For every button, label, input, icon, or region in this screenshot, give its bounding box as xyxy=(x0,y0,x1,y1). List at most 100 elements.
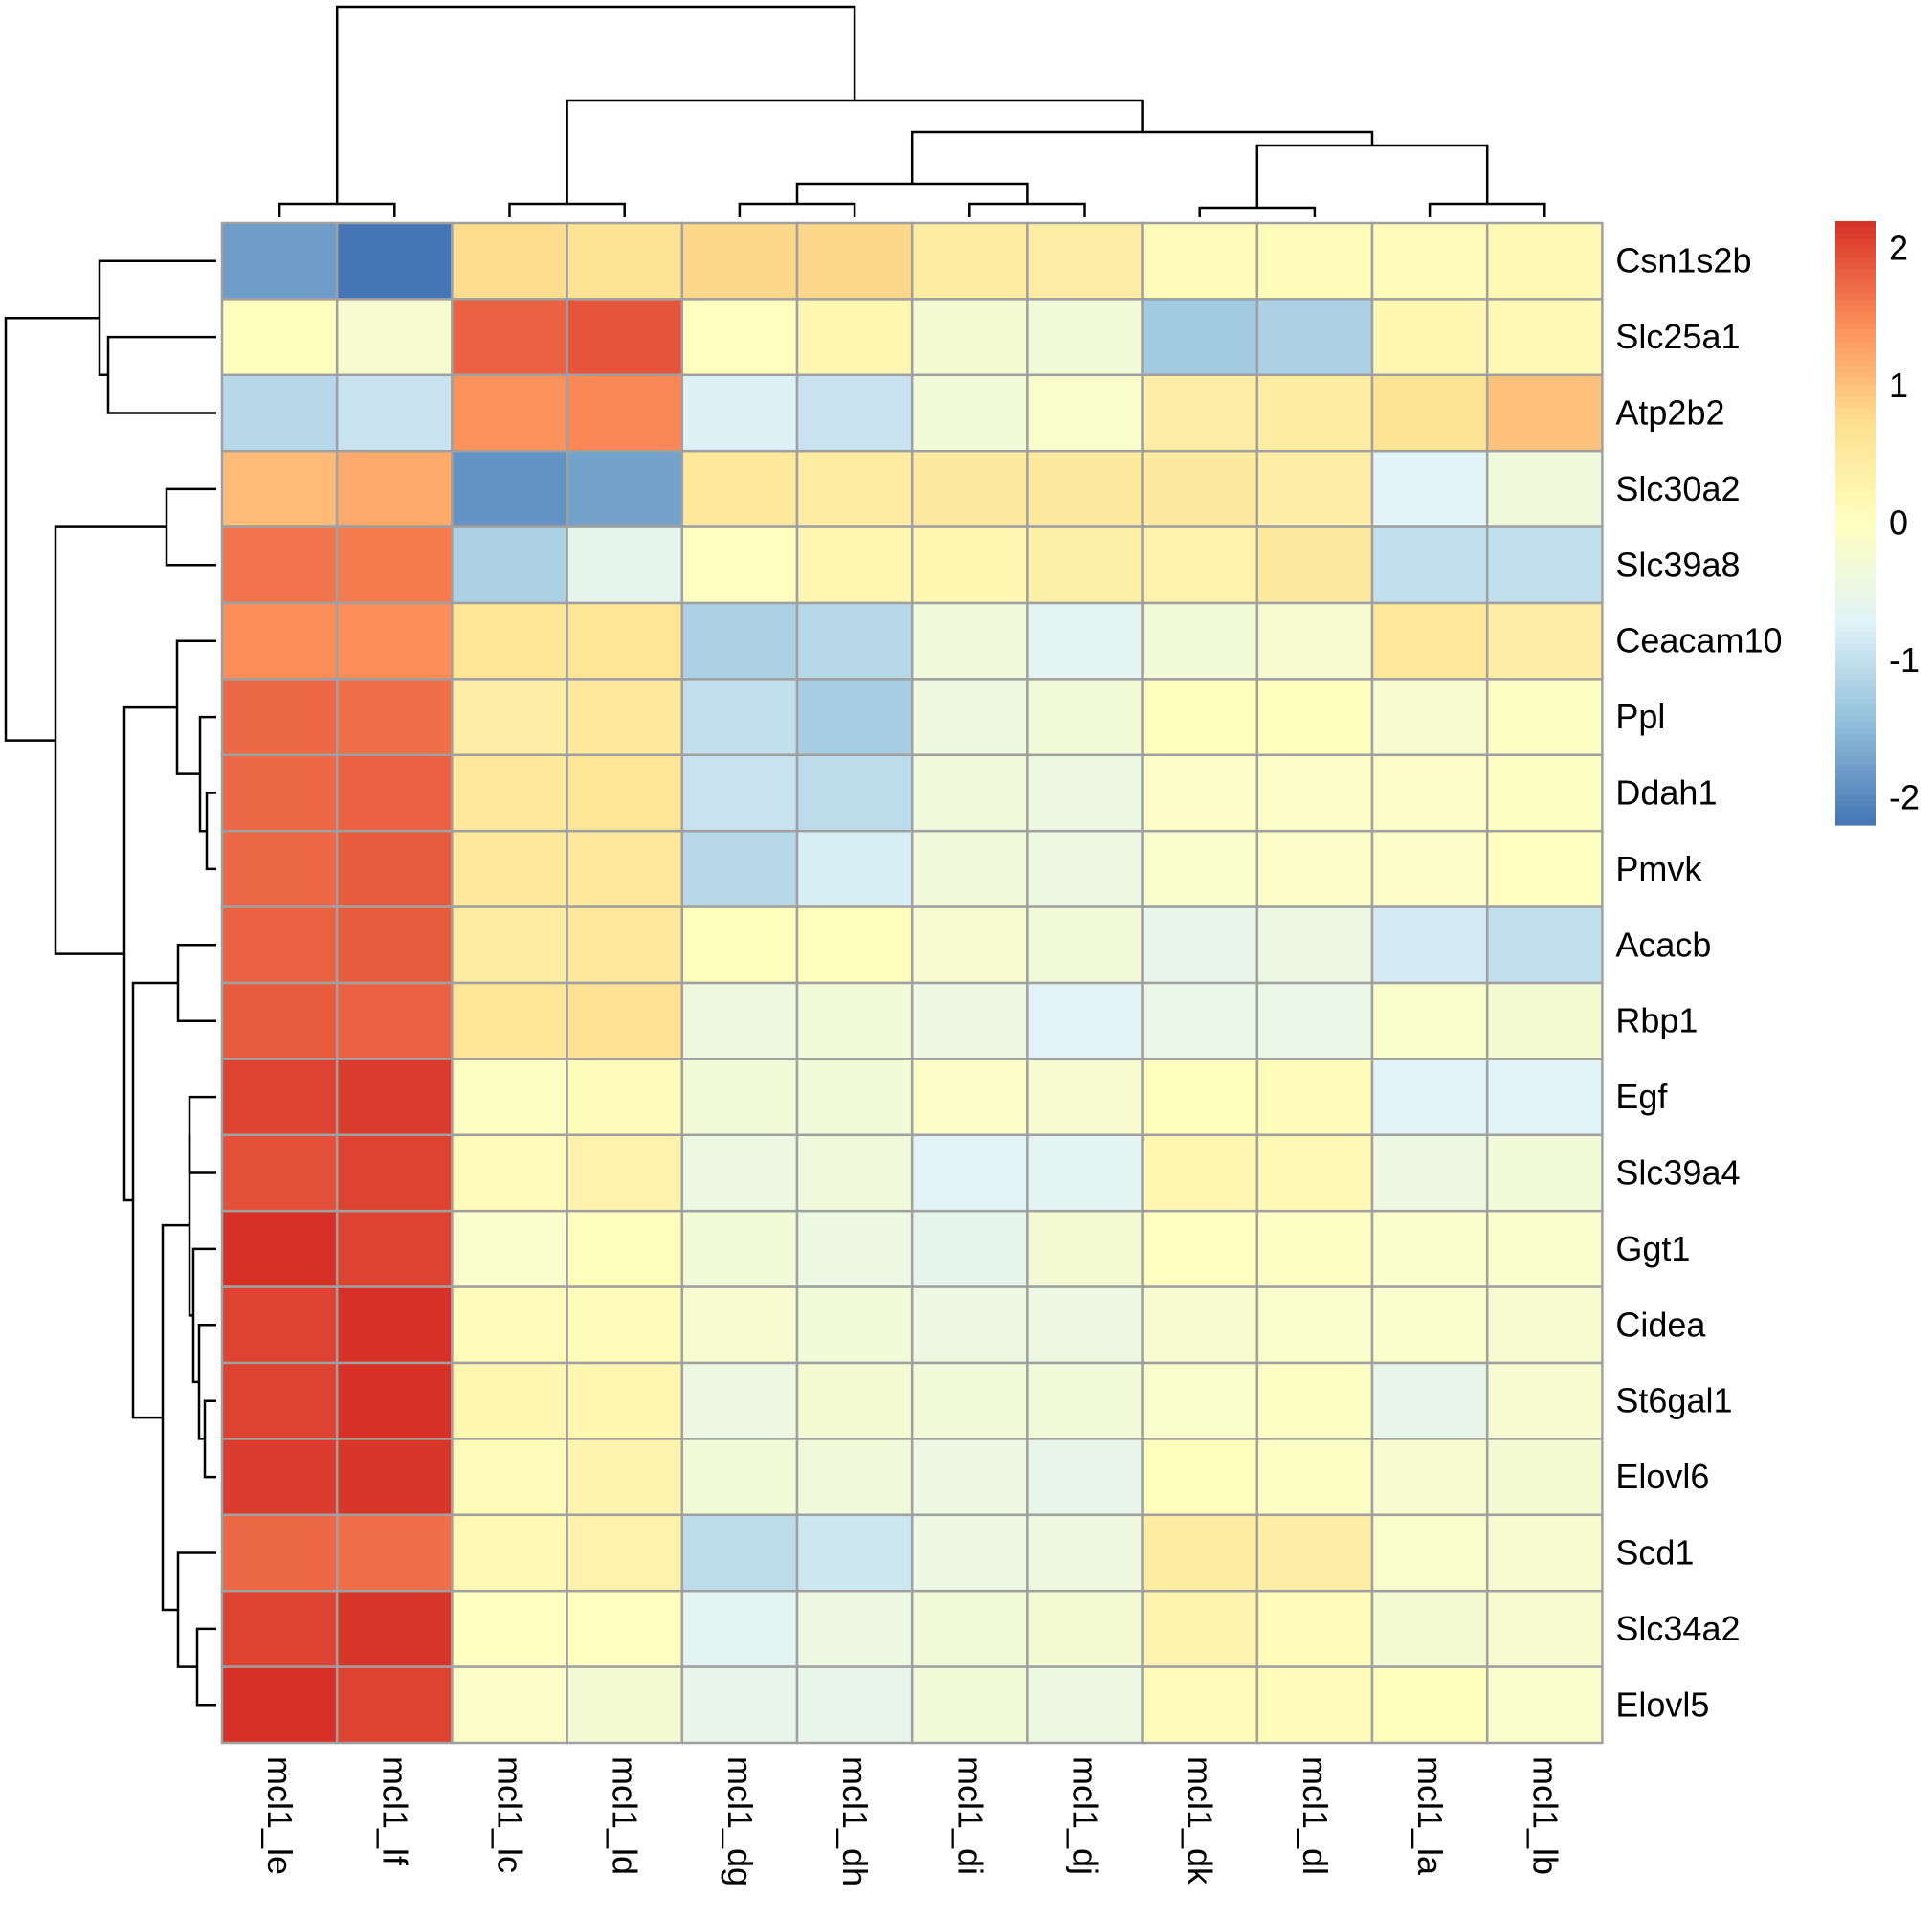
legend-swatch xyxy=(1835,553,1876,560)
heatmap-cell xyxy=(1255,298,1374,377)
heatmap-cell xyxy=(451,1133,568,1213)
heatmap-cell xyxy=(1141,678,1259,757)
heatmap-cell xyxy=(220,1665,339,1745)
heatmap-cell xyxy=(1370,601,1489,681)
heatmap-cell xyxy=(335,1058,454,1137)
legend-swatch xyxy=(1835,432,1876,439)
column-label: mcl1_lc xyxy=(491,1756,530,1873)
heatmap-cell xyxy=(680,1058,799,1137)
heatmap-cell xyxy=(566,449,684,528)
heatmap-cell xyxy=(910,1209,1029,1288)
heatmap-cell xyxy=(1485,1361,1604,1440)
row-label: Slc39a4 xyxy=(1615,1153,1740,1193)
legend-swatch xyxy=(1835,347,1876,355)
heatmap-cell xyxy=(1255,601,1374,681)
heatmap-cell xyxy=(1370,981,1489,1060)
heatmap-cell xyxy=(451,525,568,605)
legend-swatch xyxy=(1835,408,1876,415)
heatmap-cell xyxy=(795,373,914,453)
legend-swatch xyxy=(1835,371,1876,379)
dendrogram-branch xyxy=(98,259,216,377)
color-legend: 2 1 0 -1 -2 xyxy=(1835,221,1920,826)
legend-swatch xyxy=(1835,782,1876,790)
legend-swatch xyxy=(1835,625,1876,633)
heatmap-cell xyxy=(451,221,568,301)
heatmap-cell xyxy=(1141,1133,1259,1213)
legend-swatch xyxy=(1835,667,1876,675)
heatmap-cell xyxy=(1485,981,1604,1060)
legend-swatch xyxy=(1835,656,1876,663)
heatmap-cell xyxy=(220,1438,339,1517)
legend-swatch xyxy=(1835,643,1876,651)
column-label: mcl1_dl xyxy=(1296,1756,1335,1875)
heatmap-cell xyxy=(1485,1665,1604,1745)
legend-swatch xyxy=(1835,486,1876,494)
heatmap-cell xyxy=(680,373,799,453)
heatmap-cell xyxy=(1026,1438,1144,1517)
heatmap-cell xyxy=(1141,829,1259,908)
legend-swatch xyxy=(1835,444,1876,452)
heatmap-cell xyxy=(566,753,684,833)
heatmap-cell xyxy=(1026,221,1144,301)
heatmap-cell xyxy=(1485,1209,1604,1288)
legend-swatch xyxy=(1835,384,1876,391)
heatmap-cell xyxy=(1370,1589,1489,1668)
legend-swatch xyxy=(1835,420,1876,428)
heatmap-cell xyxy=(910,829,1029,908)
row-label: Atp2b2 xyxy=(1615,393,1724,433)
heatmap-cell xyxy=(1026,525,1144,605)
heatmap-cell xyxy=(910,1058,1029,1137)
column-label: mcl1_dh xyxy=(835,1756,875,1886)
legend-swatch xyxy=(1835,770,1876,778)
legend-swatch xyxy=(1835,703,1876,711)
heatmap-cell xyxy=(795,1438,914,1517)
heatmap-cell xyxy=(220,905,339,985)
heatmap-cell xyxy=(680,221,799,301)
legend-swatch xyxy=(1835,764,1876,771)
legend-swatch xyxy=(1835,632,1876,638)
legend-swatch xyxy=(1835,390,1876,397)
heatmap-cell xyxy=(220,373,339,453)
heatmap-cell xyxy=(1255,1513,1374,1593)
heatmap-cell xyxy=(1485,1133,1604,1213)
dendrogram-branch xyxy=(197,1324,216,1440)
row-label: Slc25a1 xyxy=(1615,317,1740,356)
legend-swatch xyxy=(1835,722,1876,729)
dendrogram-branch xyxy=(176,944,216,1022)
heatmap-cell xyxy=(335,1438,454,1517)
heatmap-cell xyxy=(1485,601,1604,681)
legend-swatch xyxy=(1835,395,1876,403)
legend-swatch xyxy=(1835,565,1876,572)
heatmap-cell xyxy=(566,1438,684,1517)
heatmap-cell xyxy=(566,1058,684,1137)
heatmap-cell xyxy=(910,221,1029,301)
legend-swatch xyxy=(1835,734,1876,742)
heatmap-cell xyxy=(566,1209,684,1288)
legend-swatch xyxy=(1835,238,1876,246)
heatmap-cell xyxy=(680,525,799,605)
dendrogram-branch xyxy=(278,202,396,217)
heatmap-cell xyxy=(220,298,339,377)
heatmap-cell xyxy=(910,525,1029,605)
heatmap-cell xyxy=(1026,678,1144,757)
heatmap-cell xyxy=(1255,1209,1374,1288)
heatmap-cell xyxy=(1485,1285,1604,1365)
legend-swatch xyxy=(1835,378,1876,385)
heatmap-cell xyxy=(1255,373,1374,453)
heatmap-cell xyxy=(1255,1058,1374,1137)
heatmap-cell xyxy=(680,905,799,985)
heatmap-cell xyxy=(1026,753,1144,833)
heatmap-cell xyxy=(680,449,799,528)
legend-swatch xyxy=(1835,595,1876,603)
heatmap-cell xyxy=(451,601,568,681)
heatmap-cell xyxy=(795,678,914,757)
heatmap-cell xyxy=(335,221,454,301)
heatmap-cell xyxy=(795,1589,914,1668)
heatmap-cell xyxy=(680,1513,799,1593)
legend-swatch xyxy=(1835,619,1876,627)
dendrogram-branch xyxy=(175,639,216,775)
heatmap-cell xyxy=(1141,449,1259,528)
column-label: mcl1_di xyxy=(950,1756,989,1875)
heatmap-cell xyxy=(1370,373,1489,453)
